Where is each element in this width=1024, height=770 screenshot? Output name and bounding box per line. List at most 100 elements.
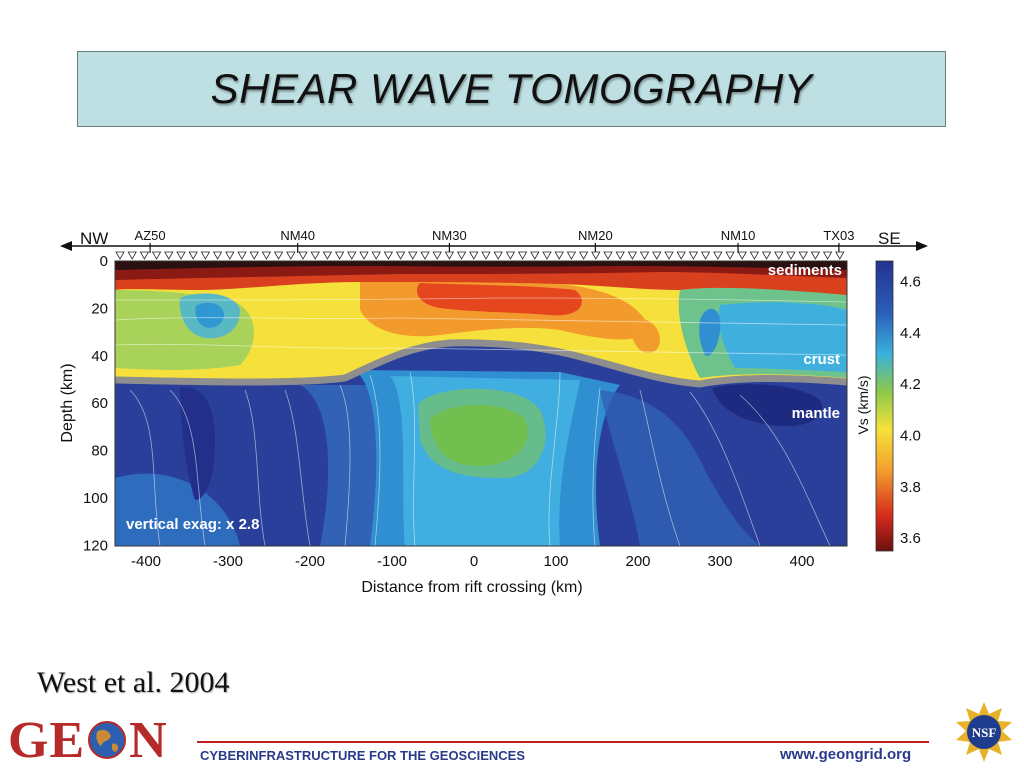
y-tick-label: 20 [91, 300, 108, 317]
y-axis: 0 20 40 60 80 100 120 [83, 253, 108, 554]
mantle-zone [600, 390, 760, 546]
crust-fast-core [195, 302, 224, 328]
nsf-logo: NSF [956, 702, 1012, 762]
crust-slow-anomaly [630, 318, 660, 353]
slide-title: SHEAR WAVE TOMOGRAPHY [210, 65, 813, 112]
seismometer-icon [835, 251, 845, 260]
station-label: AZ50 [135, 228, 166, 243]
station-label: NM40 [280, 228, 315, 243]
seismometer-icon [566, 251, 577, 260]
direction-nw: NW [80, 229, 108, 248]
colorbar-tick-label: 4.2 [900, 376, 921, 393]
colorbar-tick-label: 3.6 [900, 530, 921, 547]
seismometer-icon [761, 251, 772, 260]
sediments-layer [115, 261, 847, 270]
seismometer-icon [542, 251, 552, 260]
seismometer-icon [115, 251, 125, 260]
label-mantle: mantle [792, 405, 840, 422]
tomography-figure: NW SE AZ50 NM40 NM30 NM20 NM10 TX03 [59, 228, 928, 596]
station-label: NM30 [432, 228, 467, 243]
seismometer-icon [347, 251, 357, 260]
seismometer-icon [530, 251, 540, 260]
nsf-text: NSF [972, 725, 997, 740]
seismometer-icon [469, 251, 479, 260]
seismometer-icon [713, 251, 723, 260]
footer-tagline: CYBERINFRASTRUCTURE FOR THE GEOSCIENCES [200, 748, 526, 763]
seismometer-icon [334, 251, 345, 260]
label-sediments: sediments [768, 262, 842, 279]
colorbar [875, 260, 894, 552]
seismometer-icon [664, 251, 674, 260]
seismometer-icon [505, 251, 516, 260]
x-tick-label: -400 [131, 553, 161, 570]
seismometer-icon [591, 251, 601, 260]
seismometer-icon [359, 251, 369, 260]
seismometer-icon [310, 251, 320, 260]
seismometer-icon [322, 251, 333, 260]
seismometer-icon [493, 251, 503, 260]
colorbar-tick-label: 4.6 [900, 274, 921, 291]
colorbar-tick-label: 4.0 [900, 428, 921, 445]
seismometer-icon [652, 251, 662, 260]
seismometer-icon [200, 251, 211, 260]
x-tick-label: 300 [707, 553, 732, 570]
citation: West et al. 2004 [37, 666, 230, 699]
seismometer-icon [615, 251, 625, 260]
seismometer-icon [774, 251, 784, 260]
seismometer-icon [420, 251, 430, 260]
mantle-slow-core [430, 405, 528, 466]
seismometer-icon [237, 251, 247, 260]
direction-se: SE [878, 229, 901, 248]
geon-logo-text-left: GE [8, 711, 86, 769]
label-crust: crust [803, 351, 840, 368]
seismometer-icon [176, 251, 186, 260]
seismometer-icon [517, 251, 528, 260]
x-tick-label: -100 [377, 553, 407, 570]
seismometer-icon [212, 251, 223, 260]
x-axis: -400 -300 -200 -100 0 100 200 300 400 [131, 553, 815, 570]
seismometer-icon [371, 251, 381, 260]
seismometer-icon [444, 251, 455, 260]
seismometer-icon [603, 251, 613, 260]
seismometer-icon [298, 251, 308, 260]
seismometer-icon [456, 251, 467, 260]
seismometer-icon [578, 251, 589, 260]
colorbar-tick-label: 4.4 [900, 325, 921, 342]
geon-logo-text-right: N [129, 711, 168, 769]
seismometer-icon [261, 251, 272, 260]
station-label: TX03 [823, 228, 854, 243]
seismometer-icon [627, 251, 638, 260]
crust-slow-core [416, 283, 582, 316]
footer-divider [197, 741, 929, 743]
globe-icon [88, 721, 127, 759]
y-tick-label: 120 [83, 537, 108, 554]
seismometer-icon [432, 251, 442, 260]
seismometer-icon [395, 251, 406, 260]
y-tick-label: 80 [91, 443, 108, 460]
seismometer-icon [481, 251, 491, 260]
seismometer-icon [164, 251, 174, 260]
mantle-fast-anomaly [180, 387, 215, 500]
crust-fast-anomaly [699, 308, 721, 356]
seismometer-icon [273, 251, 284, 260]
seismometer-icon [786, 251, 796, 260]
y-tick-label: 60 [91, 395, 108, 412]
seismometer-icon [286, 251, 296, 260]
seismometer-icon [749, 251, 760, 260]
x-tick-label: 400 [789, 553, 814, 570]
footer-url[interactable]: www.geongrid.org [780, 746, 912, 763]
seismometer-icon [688, 251, 699, 260]
velocity-section [115, 261, 847, 546]
colorbar-tick-label: 3.8 [900, 479, 921, 496]
seismometer-icon [798, 251, 808, 260]
seismometer-icon [639, 251, 650, 260]
x-tick-label: -300 [213, 553, 243, 570]
seismometer-icon [700, 251, 711, 260]
contour-lines [115, 297, 847, 546]
station-triangles [115, 251, 845, 260]
y-tick-label: 100 [83, 490, 108, 507]
seismometer-icon [554, 251, 564, 260]
section-frame [114, 260, 848, 547]
station-ticks [149, 243, 840, 253]
seismometer-icon [822, 251, 833, 260]
